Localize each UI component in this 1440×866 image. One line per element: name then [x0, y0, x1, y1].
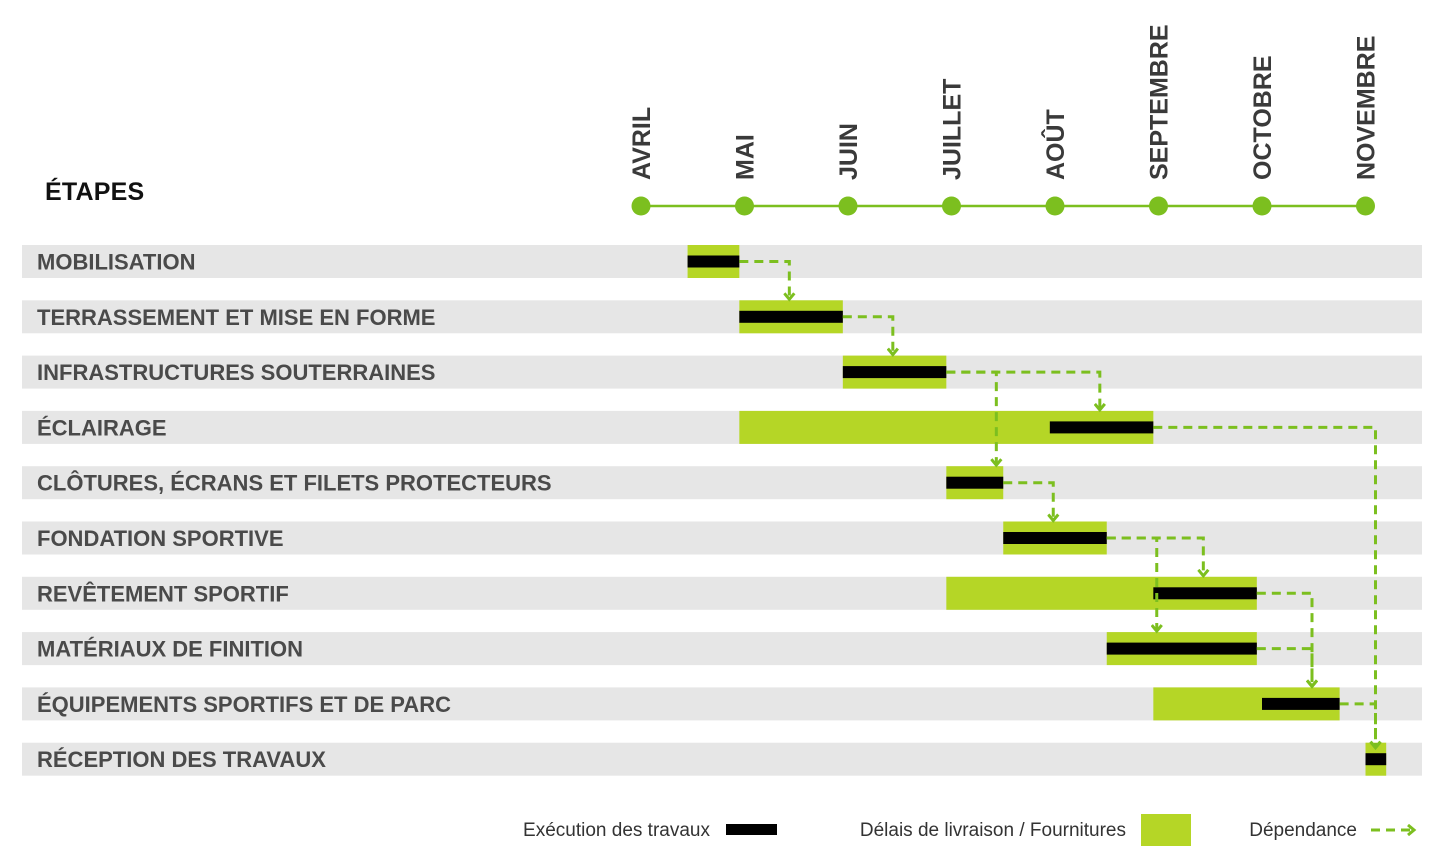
row-background: [22, 410, 1422, 444]
month-label: JUILLET: [939, 79, 967, 180]
month-label: SEPTEMBRE: [1146, 24, 1174, 180]
row-label: INFRASTRUCTURES SOUTERRAINES: [37, 360, 435, 385]
legend-delivery-label: Délais de livraison / Fournitures: [860, 820, 1126, 841]
timeline-dot: [735, 196, 754, 216]
dependency-arrow: [842, 315, 893, 354]
dependency-arrow: [1256, 591, 1312, 685]
timeline-dot: [942, 196, 961, 216]
row-backgrounds: [22, 245, 1422, 776]
timeline-dot: [1252, 196, 1272, 216]
chart-title: ÉTAPES: [45, 178, 145, 206]
dependency-arrow: [1003, 481, 1053, 520]
timeline-dot: [1149, 196, 1168, 216]
timeline-dot: [1045, 196, 1065, 216]
row-label: REVÊTEMENT SPORTIF: [37, 581, 289, 606]
row-label: FONDATION SPORTIVE: [37, 526, 284, 551]
execution-bar: [1153, 587, 1257, 600]
row-label: RÉCEPTION DES TRAVAUX: [37, 747, 326, 772]
row-label: TERRASSEMENT ET MISE EN FORME: [37, 305, 435, 330]
month-label: AVRIL: [628, 107, 656, 180]
month-label: NOVEMBRE: [1353, 36, 1381, 180]
row-labels: MOBILISATION TERRASSEMENT ET MISE EN FORM…: [37, 250, 552, 773]
row-label: ÉCLAIRAGE: [37, 415, 167, 440]
execution-bar: [946, 476, 1004, 489]
legend-delivery-swatch: [1141, 814, 1191, 846]
timeline: AVRIL MAI JUIN JUILLET AOÛT SEPTEMBRE OCTOBRE N…: [628, 24, 1381, 216]
execution-bar: [1003, 532, 1107, 544]
execution-bar: [739, 310, 843, 323]
row-label: ÉQUIPEMENTS SPORTIFS ET DE PARC: [37, 692, 451, 717]
dependency-arrow: [946, 370, 996, 464]
row-background: [22, 355, 1422, 389]
row-background: [22, 742, 1422, 776]
dependency-arrow: [1256, 647, 1312, 686]
execution-bar: [687, 255, 740, 268]
month-label: JUIN: [835, 123, 863, 180]
month-label: MAI: [732, 134, 760, 180]
month-label: AOÛT: [1040, 109, 1070, 180]
row-label: MOBILISATION: [37, 250, 195, 275]
dependency-arrow: [1106, 536, 1157, 630]
month-label: OCTOBRE: [1249, 55, 1277, 180]
timeline-dot: [838, 196, 858, 216]
row-label: MATÉRIAUX DE FINITION: [37, 637, 303, 662]
row-background: [22, 300, 1422, 334]
legend-execution-label: Exécution des travaux: [523, 820, 710, 841]
bars: [687, 245, 1387, 776]
timeline-dot: [1356, 196, 1375, 216]
legend: Exécution des travaux Délais de livraison…: [523, 814, 1413, 846]
execution-bar: [1106, 642, 1257, 655]
execution-bar: [842, 366, 947, 379]
row-background: [22, 466, 1422, 500]
dependency-arrows: [739, 260, 1375, 747]
execution-bar: [1262, 697, 1340, 710]
dependency-arrow: [1153, 425, 1375, 746]
dependency-arrow: [739, 260, 789, 299]
row-label: CLÔTURES, ÉCRANS ET FILETS PROTECTEURS: [37, 471, 552, 496]
legend-dependency-label: Dépendance: [1249, 820, 1357, 841]
legend-execution-swatch: [726, 824, 777, 835]
timeline-dot: [631, 196, 651, 216]
execution-bar: [1365, 753, 1387, 766]
execution-bar: [1049, 421, 1154, 434]
